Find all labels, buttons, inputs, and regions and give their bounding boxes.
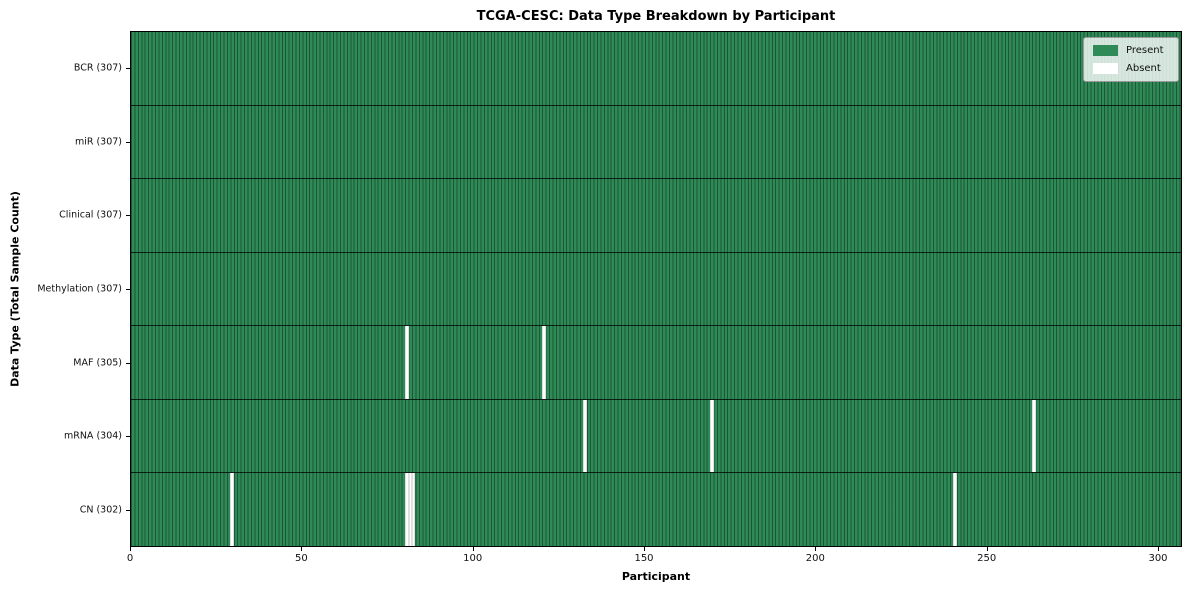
legend: Present Absent: [1083, 37, 1179, 82]
absent-cell: [411, 473, 416, 547]
absent-cell: [542, 326, 546, 399]
absent-cell: [583, 399, 587, 473]
y-tick-label-Clinical: Clinical (307): [59, 209, 122, 221]
y-tick-mark: [126, 362, 130, 364]
absent-cell: [405, 326, 409, 399]
plot-area: [130, 31, 1182, 547]
y-tick-mark: [126, 289, 130, 290]
legend-label: Present: [1126, 44, 1164, 56]
x-tick-label-200: 200: [805, 553, 825, 564]
y-tick-mark: [126, 141, 130, 143]
y-tick-label-BCR: BCR (307): [73, 62, 122, 74]
absent-cell: [230, 473, 234, 547]
absent-cell: [1032, 399, 1036, 473]
y-tick-label-MAF: MAF (305): [73, 357, 122, 369]
x-tick-mark: [815, 547, 817, 551]
legend-item-present: Present: [1093, 45, 1169, 56]
x-tick-mark: [301, 547, 303, 551]
y-tick-mark: [126, 215, 130, 217]
x-tick-mark: [644, 547, 645, 551]
row-MAF: [131, 326, 1181, 400]
x-tick-mark: [986, 547, 988, 551]
x-tick-label-300: 300: [1148, 553, 1168, 564]
y-tick-label-Methylation: Methylation (307): [37, 283, 122, 295]
row-BCR: [131, 32, 1181, 106]
x-tick-label-150: 150: [634, 553, 654, 564]
x-tick-label-100: 100: [463, 553, 483, 564]
row-CN: [131, 473, 1181, 547]
legend-item-absent: Absent: [1093, 63, 1169, 74]
x-tick-label-50: 50: [294, 553, 308, 564]
absent-cell: [405, 473, 409, 547]
y-tick-label-miR: miR (307): [74, 136, 122, 148]
y-tick-label-mRNA: mRNA (304): [63, 430, 122, 442]
row-miR: [131, 105, 1181, 180]
x-tick-mark: [472, 547, 474, 551]
x-axis-title: Participant: [621, 570, 691, 583]
legend-label: Absent: [1126, 62, 1161, 74]
x-tick-mark: [130, 547, 131, 551]
chart-title: TCGA-CESC: Data Type Breakdown by Partic…: [476, 9, 836, 24]
absent-cell: [710, 399, 714, 473]
y-tick-mark: [126, 510, 130, 512]
y-tick-mark: [126, 436, 130, 438]
row-mRNA: [131, 399, 1181, 474]
x-tick-label-250: 250: [977, 553, 997, 564]
row-Clinical: [131, 179, 1181, 253]
x-tick-label-0: 0: [126, 553, 134, 564]
y-tick-label-CN: CN (302): [79, 504, 122, 516]
y-tick-mark: [126, 67, 130, 69]
legend-swatch-present: [1093, 45, 1118, 56]
absent-cell: [408, 473, 412, 547]
absent-cell: [953, 473, 957, 547]
x-tick-mark: [1158, 547, 1159, 551]
row-Methylation: [131, 252, 1181, 327]
legend-swatch-absent: [1093, 63, 1118, 74]
